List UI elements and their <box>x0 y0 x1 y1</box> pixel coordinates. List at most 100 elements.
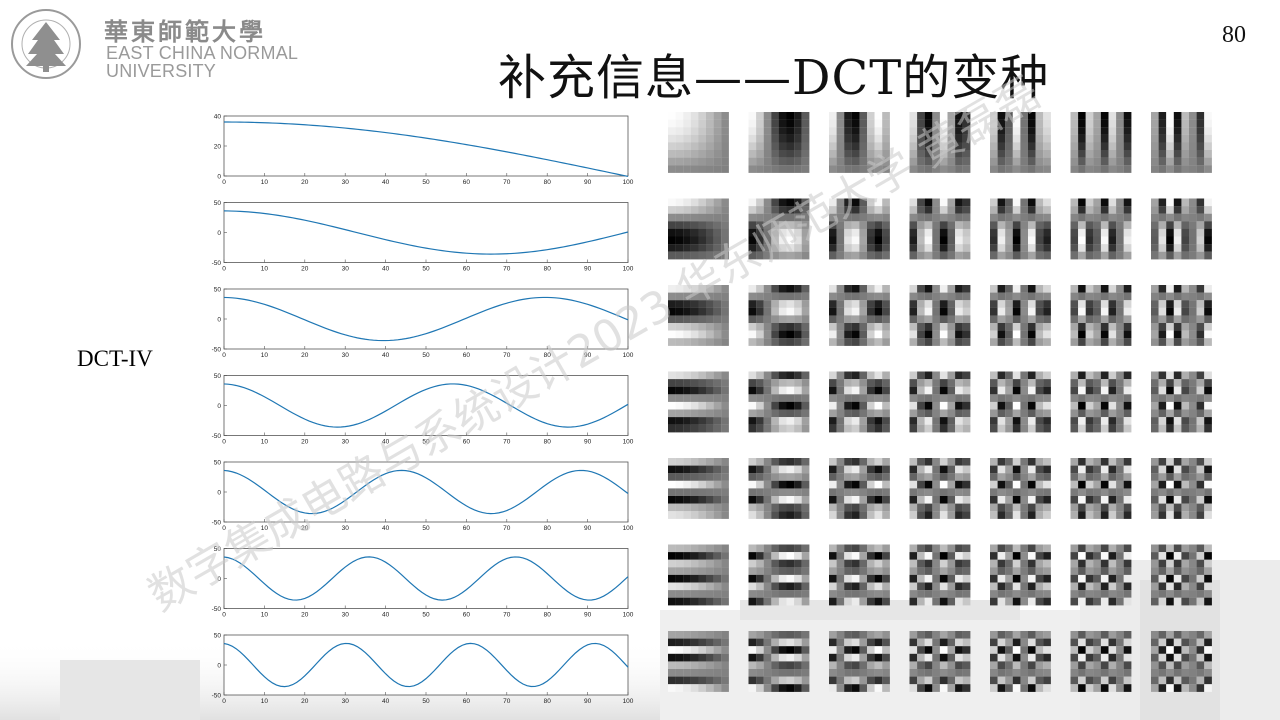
basis-image <box>748 458 810 519</box>
x-tick-label: 20 <box>301 439 309 446</box>
y-tick-label: 50 <box>214 546 222 553</box>
x-tick-label: 100 <box>623 266 634 273</box>
basis-image <box>1070 458 1132 519</box>
x-tick-label: 90 <box>584 525 592 532</box>
x-tick-label: 0 <box>222 439 226 446</box>
basis-image <box>909 371 971 433</box>
x-tick-label: 10 <box>261 525 269 532</box>
x-tick-label: 70 <box>503 439 511 446</box>
x-tick-label: 50 <box>422 266 430 273</box>
x-tick-label: 20 <box>301 179 309 186</box>
basis-image <box>748 285 810 346</box>
x-tick-label: 80 <box>544 179 552 186</box>
x-tick-label: 0 <box>222 266 226 273</box>
x-tick-label: 20 <box>301 698 309 705</box>
y-tick-label: 50 <box>214 460 222 467</box>
y-tick-label: 0 <box>217 490 221 497</box>
y-tick-label: -50 <box>212 347 222 354</box>
basis-image <box>990 371 1051 433</box>
x-tick-label: 90 <box>584 698 592 705</box>
logo-english-line2: UNIVERSITY <box>106 61 217 81</box>
basis-image <box>909 631 971 692</box>
dct-iv-basis-image-grid <box>668 112 1212 692</box>
basis-image <box>748 112 810 173</box>
university-logo: 華東師範大學 EAST CHINA NORMAL UNIVERSITY <box>8 6 308 82</box>
x-tick-label: 10 <box>261 179 269 186</box>
basis-image <box>990 631 1051 692</box>
x-tick-label: 60 <box>463 352 471 359</box>
y-tick-label: 50 <box>214 373 222 380</box>
x-tick-label: 50 <box>422 352 430 359</box>
logo-chinese-name: 華東師範大學 <box>104 17 266 46</box>
x-tick-label: 90 <box>584 179 592 186</box>
basis-image <box>909 285 971 346</box>
page-number: 80 <box>1222 22 1246 48</box>
basis-image <box>990 544 1051 606</box>
x-tick-label: 100 <box>623 439 634 446</box>
x-tick-label: 0 <box>222 698 226 705</box>
x-tick-label: 50 <box>422 612 430 619</box>
x-tick-label: 100 <box>623 525 634 532</box>
basis-image <box>990 198 1051 260</box>
plot-1: 0 10 20 30 40 50 60 70 80 90 100 0 20 40 <box>214 114 634 187</box>
plot-frame <box>223 548 629 609</box>
series-line <box>223 383 629 428</box>
y-tick-label: 40 <box>214 114 222 121</box>
x-tick-label: 30 <box>342 352 350 359</box>
y-tick-label: 0 <box>217 663 221 670</box>
y-tick-label: -50 <box>212 433 222 440</box>
series-line <box>223 556 629 601</box>
x-tick-label: 90 <box>584 352 592 359</box>
basis-image <box>990 112 1051 173</box>
x-tick-label: 30 <box>342 439 350 446</box>
y-tick-label: -50 <box>212 606 222 613</box>
plot-frame <box>223 461 629 523</box>
y-tick-label: -50 <box>212 260 222 267</box>
x-tick-label: 0 <box>222 179 226 186</box>
x-tick-label: 100 <box>623 612 634 619</box>
basis-image <box>1070 631 1132 692</box>
series-line <box>223 642 629 688</box>
x-tick-label: 60 <box>463 698 471 705</box>
x-tick-label: 40 <box>382 525 390 532</box>
x-tick-label: 90 <box>584 612 592 619</box>
y-tick-label: 50 <box>214 287 222 294</box>
basis-image <box>1070 198 1132 260</box>
x-tick-label: 60 <box>463 179 471 186</box>
basis-image <box>748 198 810 260</box>
basis-image <box>1151 112 1212 173</box>
x-tick-label: 70 <box>503 352 511 359</box>
x-tick-label: 40 <box>382 439 390 446</box>
basis-image <box>829 371 890 433</box>
basis-image <box>748 631 810 692</box>
x-tick-label: 20 <box>301 612 309 619</box>
x-tick-label: 80 <box>544 525 552 532</box>
x-tick-label: 20 <box>301 525 309 532</box>
slide-title: 补充信息——DCT的变种 <box>498 50 1050 106</box>
x-tick-label: 0 <box>222 525 226 532</box>
y-tick-label: 50 <box>214 633 222 640</box>
x-tick-label: 70 <box>503 698 511 705</box>
basis-image <box>748 371 810 433</box>
basis-image <box>1151 198 1212 260</box>
x-tick-label: 80 <box>544 439 552 446</box>
x-tick-label: 30 <box>342 612 350 619</box>
x-tick-label: 30 <box>342 698 350 705</box>
x-tick-label: 40 <box>382 352 390 359</box>
basis-image <box>1151 285 1212 346</box>
x-tick-label: 50 <box>422 439 430 446</box>
basis-image <box>668 371 729 433</box>
x-tick-label: 90 <box>584 266 592 273</box>
basis-image <box>1070 285 1132 346</box>
basis-image <box>990 458 1051 519</box>
dct-variant-label: DCT-IV <box>77 346 153 371</box>
y-tick-label: 50 <box>214 200 222 207</box>
y-tick-label: 0 <box>217 174 221 181</box>
y-tick-label: 0 <box>217 230 221 237</box>
y-tick-label: 20 <box>214 144 222 151</box>
seal-icon <box>11 9 81 79</box>
x-tick-label: 60 <box>463 525 471 532</box>
basis-image <box>829 285 890 346</box>
